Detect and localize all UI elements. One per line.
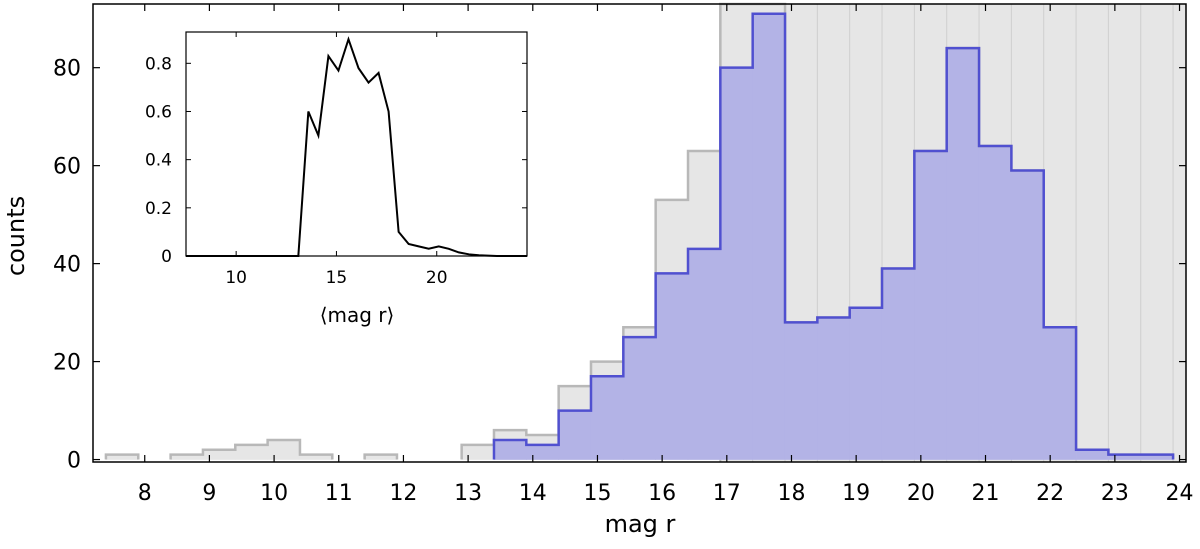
blue-bar [493,439,527,460]
inset-x-tick-label: 15 [326,268,348,288]
blue-bar [558,410,592,460]
blue-bar [817,317,850,460]
main-plot-frame [92,3,1187,463]
gray-bar [235,444,268,460]
blue-histogram-outline [492,12,1175,460]
x-tick-label: 19 [842,481,870,506]
x-tick-label: 15 [583,481,611,506]
inset-y-tick-label: 0 [161,247,172,267]
blue-bar [623,336,656,460]
x-tick-label: 17 [713,481,741,506]
inset-y-tick-label: 0.8 [145,54,172,74]
gray-bar [202,449,236,460]
blue-bar [720,67,753,460]
x-tick-label: 10 [260,481,288,506]
main-chart: 8 9 10 11 12 13 14 15 16 17 18 19 20 21 22 23 24 0 20 40 60… [2,2,1194,538]
blue-bar [1043,327,1077,460]
y-tick-label: 0 [67,449,81,474]
gray-histogram-outline [104,2,1175,460]
inset-y-tick-label: 0.4 [145,151,172,171]
x-tick-label: 21 [972,481,1000,506]
x-tick-label: 24 [1166,481,1194,506]
y-tick-label: 40 [53,253,81,278]
blue-bar [687,248,721,460]
inset-axis-ticks [186,32,527,257]
x-tick-label: 11 [325,481,353,506]
x-tick-label: 18 [777,481,805,506]
blue-bar [1075,449,1109,460]
x-tick-label: 13 [454,481,482,506]
y-tick-label: 60 [53,155,81,180]
inset-plot-frame [185,31,528,257]
inset-y-tick-label: 0.6 [145,102,172,122]
inset-y-tick-labels: 0 0.2 0.4 0.6 0.8 [145,54,172,267]
blue-bar [590,376,624,460]
y-tick-label: 20 [53,351,81,376]
y-axis-label: counts [2,196,30,276]
blue-bar [526,444,559,460]
main-y-tick-labels: 0 20 40 60 80 [53,57,81,474]
blue-bar [946,47,980,460]
blue-bar [881,268,915,460]
x-axis-label: mag r [605,510,676,538]
x-tick-label: 22 [1036,481,1064,506]
x-tick-label: 12 [389,481,417,506]
gray-bar [461,444,495,460]
inset-x-axis-label: ⟨mag r⟩ [320,303,395,327]
inset-background [186,32,527,256]
main-axis-ticks [93,4,1186,462]
inset-x-tick-label: 20 [426,268,448,288]
inset-x-tick-labels: 10 15 20 [225,268,447,288]
blue-bar [784,322,818,460]
x-tick-label: 23 [1101,481,1129,506]
inset-chart: 10 15 20 0 0.2 0.4 0.6 0.8 ⟨mag r⟩ [145,31,528,327]
gray-bar [267,439,301,460]
x-tick-label: 16 [648,481,676,506]
blue-bar [752,13,786,460]
inset-y-tick-label: 0.2 [145,199,172,219]
x-tick-label: 8 [138,481,152,506]
blue-bar [978,145,1012,460]
blue-bar [655,273,689,460]
x-tick-label: 20 [907,481,935,506]
x-tick-label: 14 [519,481,547,506]
inset-x-tick-label: 10 [225,268,247,288]
inset-series-line [186,36,527,257]
main-x-tick-labels: 8 9 10 11 12 13 14 15 16 17 18 19 20 21 22 23 24 [138,481,1194,506]
blue-bar [914,150,947,460]
x-tick-label: 9 [202,481,216,506]
y-tick-label: 80 [53,57,81,82]
blue-bar [1011,170,1044,460]
blue-bar [849,307,883,460]
